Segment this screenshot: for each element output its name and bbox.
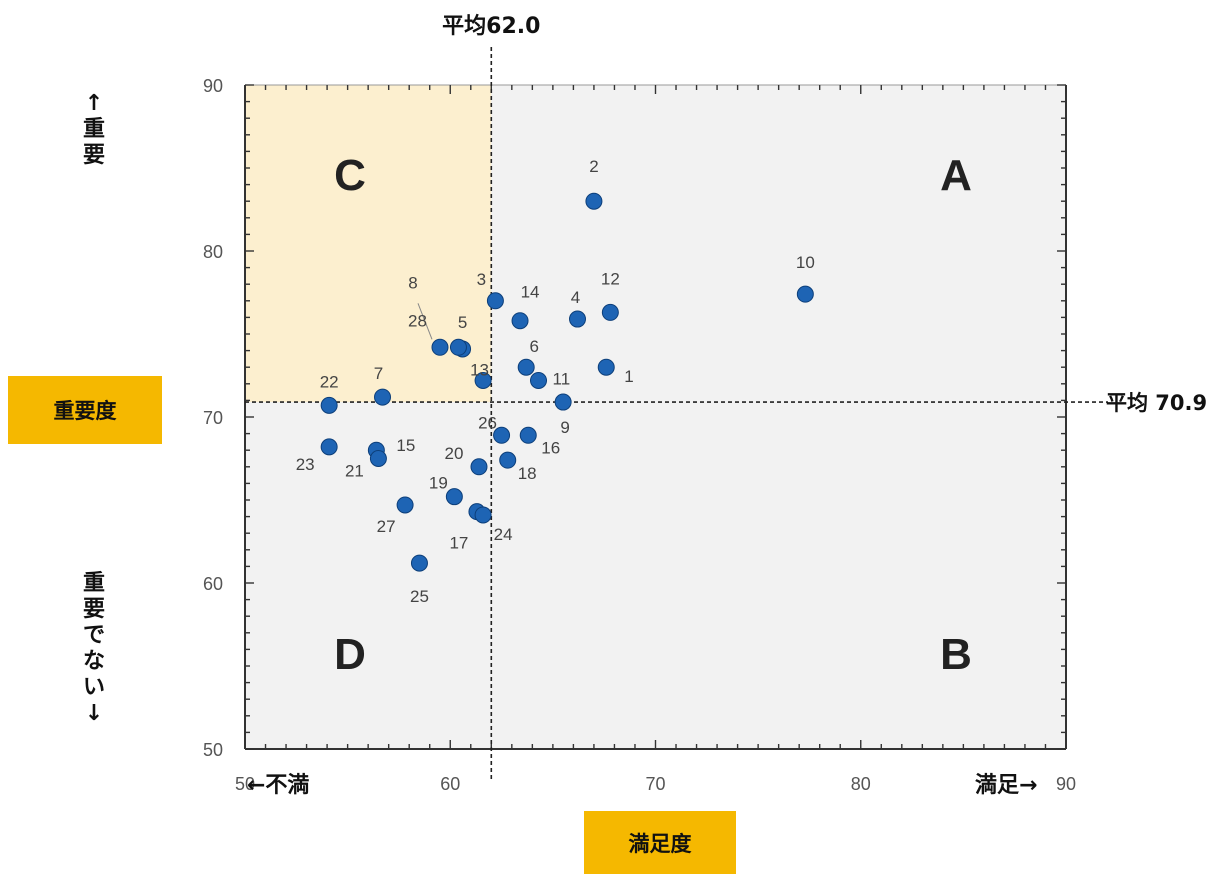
point-label-19: 19 [429, 474, 448, 493]
quadrant-label-d: D [334, 630, 366, 679]
point-label-1: 1 [624, 367, 633, 386]
data-point-16 [519, 426, 537, 444]
data-point-6 [517, 358, 535, 376]
point-label-28: 28 [408, 311, 427, 330]
data-point-7 [374, 388, 392, 406]
point-label-17: 17 [449, 534, 468, 553]
data-point-27 [396, 496, 414, 514]
point-label-6: 6 [529, 337, 538, 356]
point-label-4: 4 [571, 288, 580, 307]
point-label-11: 11 [553, 369, 571, 388]
svg-text:重: 重 [83, 571, 105, 596]
y-top-direction-label: ↑重要 [83, 91, 105, 168]
svg-text:↑: ↑ [85, 91, 103, 116]
data-point-1 [597, 358, 615, 376]
y-average-label: 平均 70.9 [1106, 391, 1207, 415]
data-point-20 [470, 458, 488, 476]
x-axis-title: 満足度 [584, 811, 736, 874]
point-label-10: 10 [796, 253, 815, 272]
point-label-14: 14 [521, 283, 540, 302]
svg-text:要: 要 [83, 597, 105, 622]
y-axis-title: 重要度 [8, 376, 162, 444]
data-point-8 [431, 338, 449, 356]
data-point-23 [320, 438, 338, 456]
x-tick-label: 70 [645, 774, 665, 794]
quadrant-label-a: A [940, 151, 972, 200]
data-point-28 [449, 338, 467, 356]
data-point-2 [585, 192, 603, 210]
point-label-5: 5 [458, 313, 467, 332]
point-label-22: 22 [320, 372, 339, 391]
x-tick-label: 90 [1056, 774, 1076, 794]
svg-text:な: な [83, 649, 105, 674]
point-label-27: 27 [377, 517, 396, 536]
quadrant-label-b: B [940, 630, 972, 679]
data-point-13 [474, 371, 492, 389]
point-label-20: 20 [445, 444, 464, 463]
point-label-26: 26 [478, 413, 497, 432]
quadrant-label-c: C [334, 151, 366, 200]
svg-text:で: で [83, 623, 105, 648]
data-point-11 [530, 371, 548, 389]
data-point-9 [554, 393, 572, 411]
y-tick-label: 50 [203, 740, 223, 760]
data-point-19 [445, 488, 463, 506]
point-label-16: 16 [541, 438, 560, 457]
point-label-8: 8 [408, 273, 417, 292]
point-label-18: 18 [518, 464, 537, 483]
data-point-25 [410, 554, 428, 572]
svg-text:↓: ↓ [85, 701, 103, 726]
data-point-12 [601, 303, 619, 321]
point-label-9: 9 [560, 418, 569, 437]
svg-text:い: い [83, 675, 105, 700]
x-right-direction-label: 満足→ [975, 772, 1037, 798]
y-tick-label: 60 [203, 574, 223, 594]
y-tick-label: 70 [203, 408, 223, 428]
data-point-21 [369, 450, 387, 467]
data-point-10 [796, 285, 814, 303]
point-label-15: 15 [396, 436, 415, 455]
y-tick-label: 80 [203, 242, 223, 262]
x-average-label: 平均62.0 [442, 13, 540, 39]
x-left-direction-label: ←不満 [247, 772, 309, 798]
point-label-24: 24 [494, 525, 513, 544]
y-tick-label: 90 [203, 76, 223, 96]
point-label-21: 21 [345, 462, 364, 481]
chart-labels: 50 60 70 80 90 50 60 70 80 90 平均62.0 平均 70.9 A B C D ←不満… [83, 13, 1207, 798]
point-label-3: 3 [477, 270, 486, 289]
x-tick-label: 80 [851, 774, 871, 794]
point-label-25: 25 [410, 587, 429, 606]
x-tick-label: 60 [440, 774, 460, 794]
data-point-14 [511, 312, 529, 330]
data-point-18 [499, 451, 517, 469]
point-label-13: 13 [470, 360, 489, 379]
data-point-22 [320, 396, 338, 414]
plot-area [244, 47, 1108, 782]
point-label-23: 23 [296, 455, 315, 474]
data-point-24 [474, 506, 492, 524]
svg-text:重: 重 [83, 117, 105, 142]
point-label-2: 2 [589, 157, 598, 176]
x-tick-label: 50 [235, 774, 255, 794]
data-point-26 [493, 426, 511, 444]
data-point-3 [486, 292, 504, 310]
leader-line-8 [417, 303, 433, 340]
point-label-7: 7 [374, 364, 383, 383]
svg-text:要: 要 [83, 143, 105, 168]
point-label-12: 12 [601, 269, 620, 288]
data-point-4 [569, 310, 587, 328]
